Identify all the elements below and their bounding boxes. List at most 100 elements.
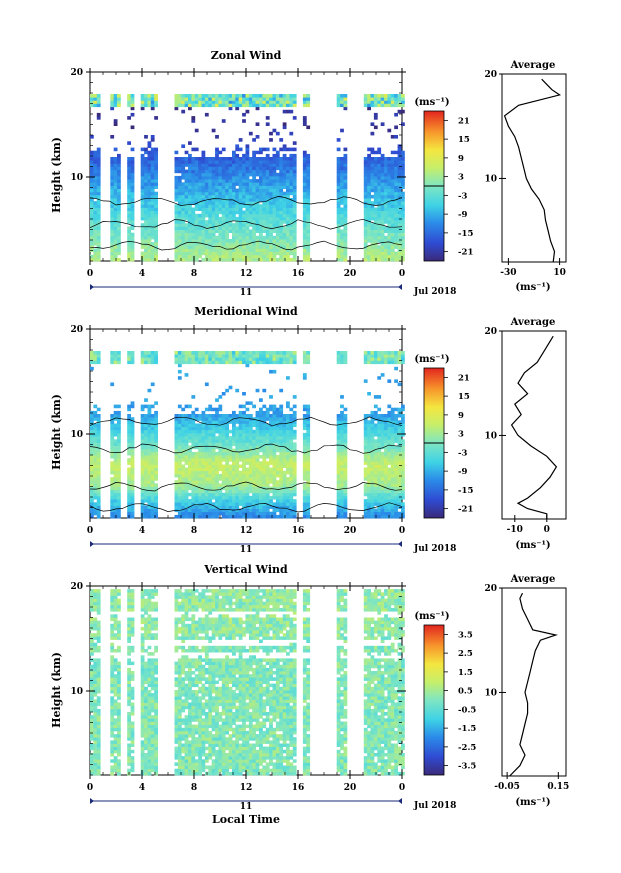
- heatmap-cell: [272, 505, 277, 509]
- heatmap-cell: [188, 210, 192, 215]
- average-line: [503, 78, 562, 263]
- heatmap-cell: [238, 439, 243, 443]
- heatmap-cell: [215, 254, 219, 259]
- heatmap-cell: [380, 188, 385, 193]
- heatmap-cell: [184, 458, 189, 462]
- heatmap-cell: [188, 94, 192, 98]
- heatmap-cell: [340, 191, 344, 196]
- heatmap-cell: [211, 448, 216, 453]
- heatmap-cell: [343, 175, 348, 180]
- heatmap-cell: [228, 94, 233, 98]
- heatmap-cell: [204, 473, 209, 478]
- heatmap-cell: [130, 455, 135, 459]
- heatmap-cell: [279, 499, 284, 503]
- heatmap-cell: [259, 194, 263, 199]
- heatmap-cell: [265, 210, 270, 215]
- heatmap-cell: [259, 407, 263, 412]
- heatmap-cell: [387, 213, 392, 218]
- heatmap-cell: [262, 473, 267, 478]
- heatmap-cell: [225, 235, 229, 240]
- heatmap-cell: [262, 499, 267, 503]
- heatmap-cell: [147, 169, 152, 174]
- heatmap-cell: [211, 477, 216, 481]
- heatmap-cell: [363, 426, 368, 431]
- heatmap-cell: [279, 172, 284, 177]
- heatmap-cell: [340, 461, 344, 465]
- heatmap-cell: [208, 407, 213, 412]
- heatmap-cell: [340, 432, 344, 437]
- heatmap-cell: [150, 235, 155, 240]
- heatmap-cell: [292, 404, 297, 409]
- heatmap-cell: [252, 100, 256, 104]
- heatmap-cell: [238, 455, 243, 459]
- heatmap-cell: [286, 147, 290, 152]
- heatmap-cell: [373, 458, 378, 462]
- heatmap-cell: [144, 191, 148, 196]
- heatmap-cell: [188, 191, 192, 196]
- heatmap-cell: [204, 191, 209, 196]
- heatmap-cell: [113, 191, 118, 196]
- heatmap-cell: [377, 239, 382, 243]
- heatmap-cell: [215, 436, 219, 440]
- heatmap-cell: [275, 461, 280, 465]
- heatmap-cell: [225, 499, 229, 503]
- heatmap-cell: [211, 198, 216, 202]
- heatmap-cell: [198, 254, 202, 259]
- heatmap-cell: [336, 160, 341, 164]
- heatmap-cell: [248, 248, 253, 252]
- heatmap-cell: [218, 172, 223, 177]
- heatmap-cell: [265, 194, 270, 199]
- heatmap-cell: [144, 448, 148, 453]
- heatmap-cell: [184, 229, 189, 233]
- heatmap-cell: [248, 439, 253, 443]
- heatmap-cell: [367, 420, 371, 424]
- heatmap-cell: [248, 360, 253, 365]
- heatmap-cell: [397, 103, 402, 108]
- heatmap-cell: [177, 357, 182, 361]
- heatmap-cell: [235, 514, 240, 519]
- heatmap-cell: [144, 505, 148, 509]
- heatmap-cell: [221, 235, 226, 240]
- heatmap-cell: [215, 160, 219, 164]
- heatmap-cell: [265, 185, 270, 189]
- heatmap-cell: [279, 420, 284, 424]
- heatmap-cell: [259, 502, 263, 506]
- heatmap-cell: [289, 432, 294, 437]
- heatmap-cell: [384, 254, 388, 259]
- heatmap-cell: [140, 210, 145, 215]
- heatmap-cell: [204, 458, 209, 462]
- heatmap-cell: [306, 232, 311, 237]
- heatmap-cell: [238, 213, 243, 218]
- heatmap-cell: [289, 470, 294, 475]
- heatmap-cell: [245, 210, 250, 215]
- heatmap-cell: [252, 235, 256, 240]
- heatmap-cell: [90, 166, 94, 171]
- heatmap-cell: [292, 458, 297, 462]
- heatmap-cell: [181, 407, 186, 412]
- heatmap-cell: [93, 166, 98, 171]
- heatmap-cell: [225, 257, 229, 262]
- heatmap-cell: [188, 216, 192, 221]
- heatmap-cell: [90, 426, 94, 431]
- heatmap-cell: [282, 429, 287, 434]
- heatmap-cell: [130, 467, 135, 472]
- heatmap-cell: [204, 407, 209, 412]
- heatmap-cell: [245, 401, 250, 405]
- heatmap-cell: [242, 194, 246, 199]
- heatmap-cell: [238, 254, 243, 259]
- heatmap-cell: [279, 508, 284, 513]
- heatmap-cell: [377, 188, 382, 193]
- heatmap-cell: [252, 175, 256, 180]
- heatmap-cell: [90, 257, 94, 262]
- heatmap-cell: [282, 242, 287, 246]
- heatmap-cell: [177, 182, 182, 186]
- heatmap-cell: [204, 229, 209, 233]
- heatmap-cell: [204, 439, 209, 443]
- heatmap-cell: [272, 477, 277, 481]
- heatmap-cell: [221, 486, 226, 491]
- heatmap-cell: [377, 245, 382, 249]
- heatmap-cell: [208, 251, 213, 256]
- heatmap-cell: [245, 204, 250, 208]
- heatmap-cell: [218, 245, 223, 249]
- heatmap-cell: [127, 191, 131, 196]
